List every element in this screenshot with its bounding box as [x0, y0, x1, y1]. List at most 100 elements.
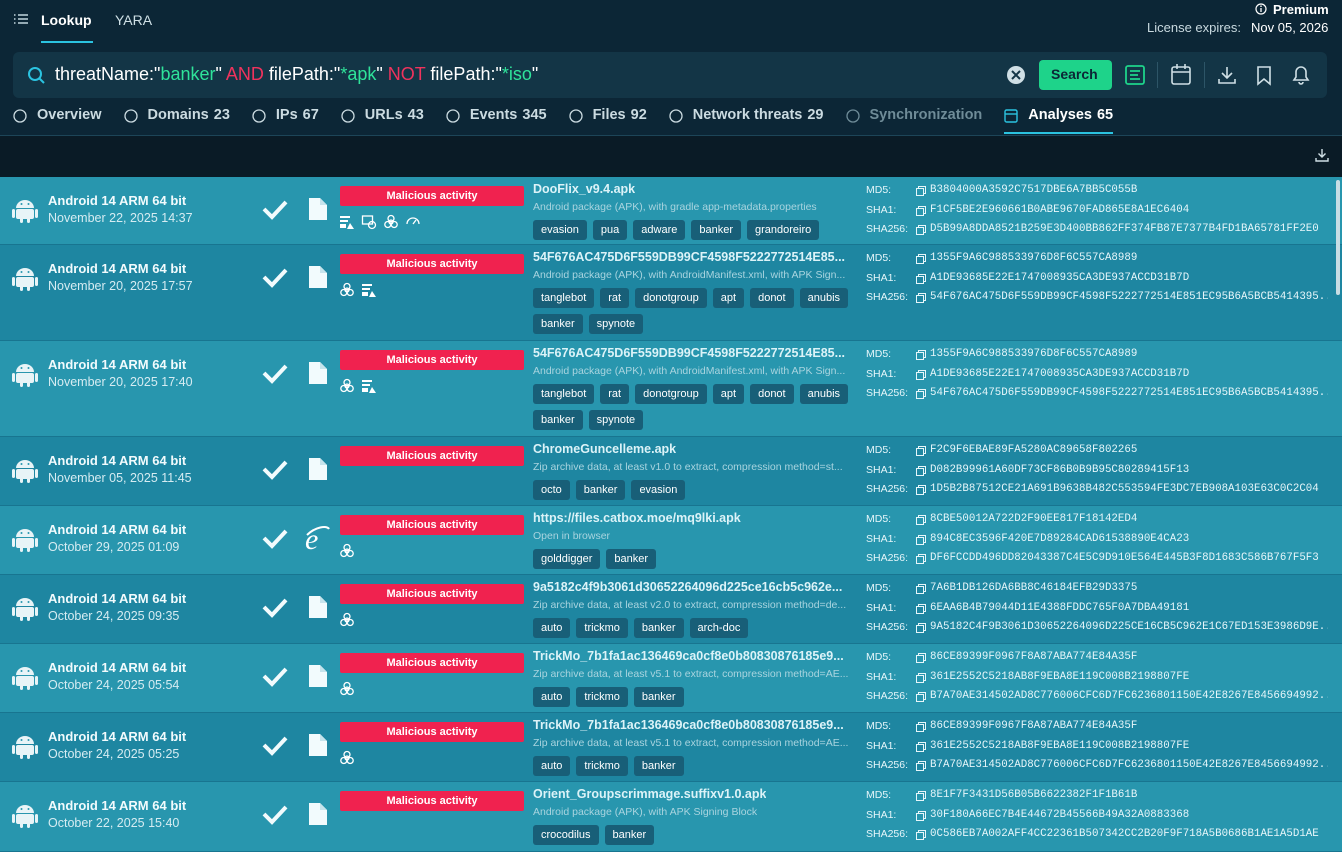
copy-icon[interactable] — [916, 446, 926, 456]
tag[interactable]: adware — [633, 220, 686, 240]
tab-icon[interactable] — [123, 109, 138, 123]
tab[interactable]: Domains 23 — [148, 107, 230, 123]
tab[interactable]: Analyses 65 — [1028, 107, 1113, 123]
copy-icon[interactable] — [916, 350, 926, 360]
tag[interactable]: octo — [533, 480, 570, 500]
export-icon[interactable] — [1315, 148, 1329, 162]
copy-icon[interactable] — [916, 584, 926, 594]
tag[interactable]: banker — [575, 480, 626, 500]
file-name[interactable]: TrickMo_7b1fa1ac136469ca0cf8e0b808308761… — [533, 718, 844, 732]
query-builder-icon[interactable] — [1125, 65, 1145, 85]
copy-icon[interactable] — [916, 485, 926, 495]
tag[interactable]: donotgroup — [635, 384, 707, 404]
copy-icon[interactable] — [916, 623, 926, 633]
search-button[interactable] — [1039, 60, 1112, 90]
copy-icon[interactable] — [916, 389, 926, 399]
tab[interactable]: Overview — [37, 107, 102, 123]
copy-icon[interactable] — [916, 672, 926, 683]
bell-icon[interactable] — [1292, 66, 1310, 85]
nav-item[interactable]: YARA — [115, 12, 153, 28]
clear-icon[interactable] — [1006, 65, 1026, 85]
tab[interactable]: IPs 67 — [276, 107, 319, 123]
menu-icon[interactable] — [14, 13, 28, 25]
tag[interactable]: trickmo — [576, 618, 628, 638]
tab-icon[interactable] — [446, 109, 460, 123]
file-name[interactable]: 54F676AC475D6F559DB99CF4598F5222772514E8… — [533, 250, 846, 264]
tab-icon[interactable] — [845, 109, 860, 123]
tag[interactable]: donot — [750, 288, 794, 308]
copy-icon[interactable] — [916, 791, 926, 801]
tag[interactable]: grandoreiro — [747, 220, 820, 240]
tag[interactable]: apt — [712, 288, 745, 308]
tag[interactable]: crocodilus — [533, 825, 599, 845]
tag[interactable]: tanglebot — [533, 288, 595, 308]
copy-icon[interactable] — [916, 369, 926, 380]
file-name[interactable]: https://files.catbox.moe/mq9lki.apk — [533, 511, 741, 525]
tag[interactable]: banker — [604, 825, 655, 845]
tab[interactable]: Synchronization — [870, 107, 983, 123]
tab[interactable]: URLs 43 — [365, 107, 424, 123]
file-name[interactable]: 54F676AC475D6F559DB99CF4598F5222772514E8… — [533, 346, 846, 360]
download-icon[interactable] — [1218, 66, 1236, 84]
file-name[interactable]: DooFlix_v9.4.apk — [533, 182, 636, 196]
tag[interactable]: auto — [533, 618, 571, 638]
tab-icon[interactable] — [13, 109, 27, 123]
tag[interactable]: evasion — [533, 220, 587, 240]
copy-icon[interactable] — [916, 465, 926, 476]
tag[interactable]: auto — [533, 756, 571, 776]
file-name[interactable]: 9a5182c4f9b3061d30652264096d225ce16cb5c9… — [533, 580, 843, 594]
result-row[interactable] — [0, 506, 1342, 575]
tag[interactable]: donot — [750, 384, 794, 404]
tag[interactable]: banker — [691, 220, 741, 240]
tag[interactable]: banker — [533, 314, 583, 334]
calendar-icon[interactable] — [1171, 64, 1191, 85]
copy-icon[interactable] — [916, 225, 926, 235]
copy-icon[interactable] — [916, 554, 926, 564]
nav-item[interactable]: Lookup — [41, 12, 92, 28]
tag[interactable]: golddigger — [533, 549, 601, 569]
file-name[interactable]: TrickMo_7b1fa1ac136469ca0cf8e0b808308761… — [533, 649, 844, 663]
tag[interactable]: trickmo — [576, 756, 628, 776]
copy-icon[interactable] — [916, 761, 926, 771]
tag[interactable]: rat — [600, 288, 630, 308]
tag[interactable]: auto — [533, 687, 571, 707]
tag[interactable]: banker — [533, 410, 583, 430]
copy-icon[interactable] — [916, 293, 926, 303]
tab[interactable]: Network threats 29 — [693, 107, 824, 123]
tag[interactable]: banker — [633, 618, 684, 638]
tag[interactable]: evasion — [631, 480, 686, 500]
search-button-label[interactable]: Search — [1051, 66, 1098, 82]
copy-icon[interactable] — [916, 534, 926, 545]
copy-icon[interactable] — [916, 722, 926, 732]
copy-icon[interactable] — [916, 830, 926, 840]
tag[interactable]: banker — [606, 549, 657, 569]
copy-icon[interactable] — [916, 692, 926, 702]
tag[interactable]: banker — [633, 687, 684, 707]
tag[interactable]: tanglebot — [533, 384, 595, 404]
tag[interactable]: spynote — [588, 314, 644, 334]
tag[interactable]: donotgroup — [635, 288, 707, 308]
copy-icon[interactable] — [916, 186, 926, 196]
tag[interactable]: anubis — [799, 384, 849, 404]
tab-icon[interactable] — [252, 109, 266, 123]
tag[interactable]: spynote — [588, 410, 644, 430]
copy-icon[interactable] — [916, 603, 926, 614]
tag[interactable]: anubis — [799, 288, 849, 308]
copy-icon[interactable] — [916, 653, 926, 663]
tag[interactable]: rat — [600, 384, 630, 404]
copy-icon[interactable] — [916, 810, 926, 821]
copy-icon[interactable] — [916, 273, 926, 284]
tab[interactable]: Events 345 — [470, 107, 547, 123]
tab-icon[interactable] — [568, 109, 583, 123]
tab[interactable]: Files 92 — [593, 107, 647, 123]
tag[interactable]: apt — [712, 384, 745, 404]
copy-icon[interactable] — [916, 205, 926, 216]
result-row[interactable] — [0, 782, 1342, 852]
tag[interactable]: banker — [633, 756, 684, 776]
bookmark-icon[interactable] — [1255, 66, 1273, 86]
copy-icon[interactable] — [916, 741, 926, 752]
copy-icon[interactable] — [916, 254, 926, 264]
file-name[interactable]: Orient_Groupscrimmage.suffixv1.0.apk — [533, 787, 767, 801]
copy-icon[interactable] — [916, 515, 926, 525]
tab-icon[interactable] — [341, 109, 355, 123]
